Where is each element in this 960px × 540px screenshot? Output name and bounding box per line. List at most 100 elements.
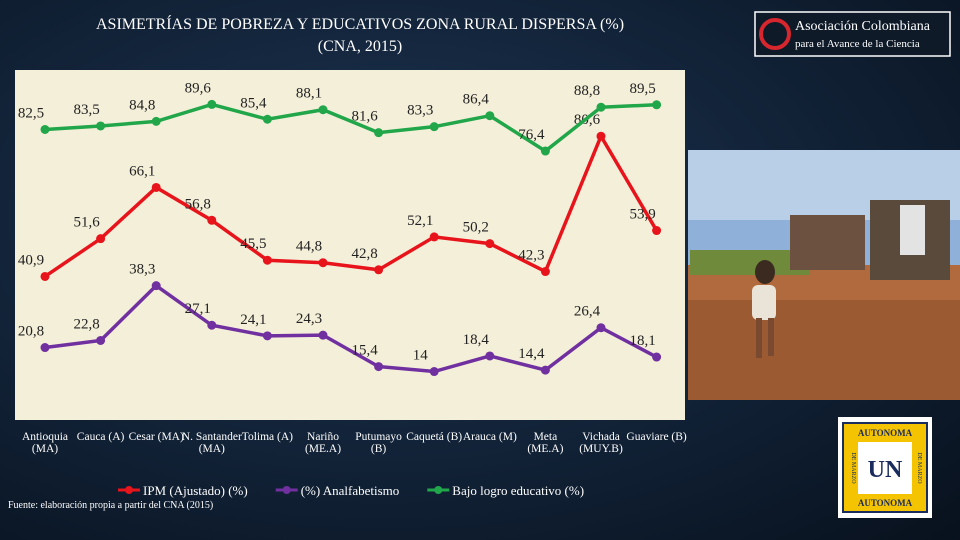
point: [596, 323, 606, 333]
data-label: 27,1: [185, 301, 211, 317]
line: [44, 132, 659, 278]
x-tick-label: Vichada (MUY.B): [579, 431, 623, 455]
logo-line1: Asociación Colombiana: [795, 19, 931, 34]
point: [318, 330, 328, 340]
photo: [688, 150, 960, 400]
point: [429, 232, 439, 242]
badge-left: DE MARZO: [850, 452, 856, 484]
data-label: 82,5: [18, 106, 44, 122]
data-label: 52,1: [407, 213, 433, 229]
source-note: Fuente: elaboración propia a partir del …: [8, 500, 214, 511]
data-label: 38,3: [129, 262, 155, 278]
series: 40,9 51,6 66,1 56,8 45,5 44,8 42,8 52,1 50,2 42,3…: [18, 112, 662, 281]
point: [40, 125, 50, 134]
point: [96, 234, 106, 244]
legend-label: (%) Analfabetismo: [301, 483, 400, 498]
series: 20,8 22,8 38,3 27,1 24,1 24,3 15,4 14 18,4 14,4 26…: [18, 262, 662, 377]
data-label: 18,4: [463, 332, 490, 348]
data-label: 26,4: [574, 304, 601, 320]
point: [540, 365, 550, 375]
data-label: 44,8: [296, 239, 322, 255]
point: [151, 182, 161, 192]
badge: AUTONOMA AUTONOMA DE MARZO DE MARZO UN: [838, 417, 932, 518]
point: [540, 146, 550, 156]
data-label: 42,8: [351, 246, 377, 262]
point: [596, 102, 606, 112]
data-label: 24,1: [240, 312, 266, 328]
point: [485, 111, 495, 121]
logo: Asociación Colombiana para el Avance de …: [754, 11, 951, 57]
data-label: 18,1: [629, 333, 655, 349]
legend-label: IPM (Ajustado) (%): [143, 483, 248, 498]
data-label: 40,9: [18, 252, 44, 268]
point: [485, 351, 495, 361]
data-label: 24,3: [296, 311, 322, 327]
point: [207, 320, 217, 330]
badge-bottom: AUTONOMA: [858, 498, 913, 508]
data-label: 83,5: [73, 102, 99, 118]
point: [207, 99, 217, 109]
point: [652, 352, 662, 362]
data-label: 15,4: [351, 343, 378, 359]
data-label: 85,4: [240, 95, 267, 111]
data-label: 89,5: [629, 81, 655, 97]
data-label: 76,4: [518, 127, 545, 143]
point: [318, 105, 328, 115]
x-tick-label: Cesar (MA): [128, 431, 184, 443]
x-tick-label: Guaviare (B): [626, 431, 687, 443]
point: [318, 258, 328, 268]
legend-label: Bajo logro educativo (%): [452, 483, 584, 498]
x-tick-label: N. Santander (MA): [181, 431, 242, 455]
line: [44, 102, 657, 154]
legend-marker: [282, 486, 291, 494]
point: [374, 362, 384, 372]
data-label: 66,1: [129, 163, 155, 179]
data-label: 56,8: [185, 196, 211, 212]
legend-marker: [434, 486, 443, 494]
data-label: 84,8: [129, 97, 155, 113]
point: [40, 343, 50, 353]
data-label: 51,6: [73, 215, 100, 231]
point: [96, 121, 106, 131]
data-label: 14,4: [518, 346, 545, 362]
point: [207, 215, 217, 225]
point: [596, 131, 606, 141]
chart-title: ASIMETRÍAS DE POBREZA Y EDUCATIVOS ZONA …: [95, 16, 625, 55]
data-label: 14: [413, 348, 429, 364]
x-tick-label: Meta (ME.A): [527, 431, 564, 455]
point: [151, 116, 161, 126]
point: [96, 335, 106, 345]
logo-line2: para el Avance de la Ciencia: [795, 38, 920, 50]
x-tick-label: Caquetá (B): [406, 431, 463, 443]
x-tick-label: Arauca (M): [462, 431, 517, 443]
x-tick-label: Putumayo (B): [355, 431, 402, 455]
data-label: 81,6: [351, 109, 378, 125]
data-label: 42,3: [518, 248, 544, 264]
line: [44, 283, 658, 374]
point: [429, 367, 439, 377]
x-tick-label: Tolima (A): [241, 431, 294, 443]
data-label: 45,5: [240, 236, 266, 252]
data-label: 89,6: [185, 80, 212, 96]
point: [262, 331, 272, 341]
data-label: 88,1: [296, 86, 322, 102]
data-label: 86,4: [463, 92, 490, 108]
badge-mark: UN: [868, 457, 903, 483]
x-tick-label: Nariño (ME.A): [304, 431, 342, 455]
data-label: 83,3: [407, 103, 433, 119]
x-tick-label: Antioquia (MA): [22, 431, 68, 455]
point: [374, 265, 384, 275]
point: [652, 226, 662, 236]
point: [151, 281, 161, 291]
legend-marker: [125, 486, 133, 494]
badge-top: AUTONOMA: [858, 428, 913, 438]
data-label: 50,2: [463, 220, 489, 236]
point: [262, 255, 272, 265]
data-label: 88,8: [574, 83, 600, 99]
point: [485, 239, 495, 249]
data-label: 20,8: [18, 324, 44, 340]
x-tick-label: Cauca (A): [76, 431, 125, 443]
point: [540, 267, 550, 277]
